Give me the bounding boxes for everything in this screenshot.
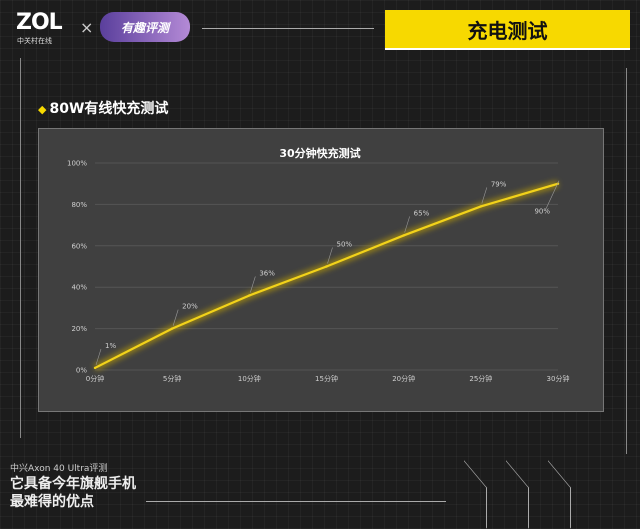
footer-headline: 它具备今年旗舰手机 最难得的优点 [10, 475, 136, 511]
data-label: 1% [105, 342, 116, 350]
leader-line [404, 216, 410, 233]
headline-line-1: 它具备今年旗舰手机 [10, 476, 136, 492]
leader-line [95, 348, 102, 366]
section-title: 80W有线快充测试 [49, 101, 169, 117]
divider [146, 501, 446, 502]
divider [202, 28, 374, 29]
x-tick-label: 20分钟 [392, 374, 415, 383]
leader-line [481, 187, 488, 204]
x-tick-label: 10分钟 [238, 374, 261, 383]
data-label: 36% [259, 269, 275, 277]
data-label: 50% [337, 241, 353, 249]
y-tick-label: 20% [71, 325, 87, 333]
data-point [170, 327, 174, 330]
data-point [93, 366, 97, 370]
cross-icon: × [80, 18, 94, 37]
series-glow [93, 180, 559, 372]
leader-line [250, 276, 256, 293]
data-point [325, 265, 328, 268]
series-line [94, 182, 559, 369]
leader-line [327, 247, 333, 264]
x-tick-label: 0分钟 [86, 374, 104, 383]
data-label: 20% [182, 303, 198, 311]
x-tick-label: 25分钟 [469, 374, 492, 383]
footer-subtitle: 中兴Axon 40 Ultra评测 [10, 464, 108, 474]
data-label: 79% [491, 180, 507, 188]
x-tick-label: 30分钟 [547, 374, 570, 383]
zol-logo-subtitle: 中关村在线 [17, 37, 52, 45]
leader-line [172, 309, 179, 326]
frame-line-left [20, 58, 21, 438]
section-heading: ◆ 80W有线快充测试 [38, 98, 168, 118]
data-point [479, 205, 483, 208]
frame-line-right [626, 68, 627, 454]
leader-line [545, 180, 560, 209]
y-tick-label: 0% [76, 367, 87, 375]
zol-logo: ZOL [16, 10, 63, 35]
y-tick-label: 100% [67, 160, 87, 168]
review-badge: 有趣评测 [100, 12, 190, 42]
y-tick-label: 40% [71, 284, 87, 292]
y-tick-label: 80% [71, 201, 87, 209]
data-label: 65% [414, 209, 430, 217]
chart-title: 30分钟快充测试 [279, 146, 360, 160]
diamond-icon: ◆ [38, 103, 47, 116]
headline-line-2: 最难得的优点 [10, 494, 94, 510]
x-tick-label: 5分钟 [163, 374, 181, 383]
data-label: 90% [534, 208, 550, 216]
y-tick-label: 60% [71, 242, 87, 250]
x-tick-label: 15分钟 [315, 374, 338, 383]
data-point [248, 294, 251, 297]
page-title: 充电测试 [385, 10, 630, 50]
data-point [402, 234, 405, 237]
